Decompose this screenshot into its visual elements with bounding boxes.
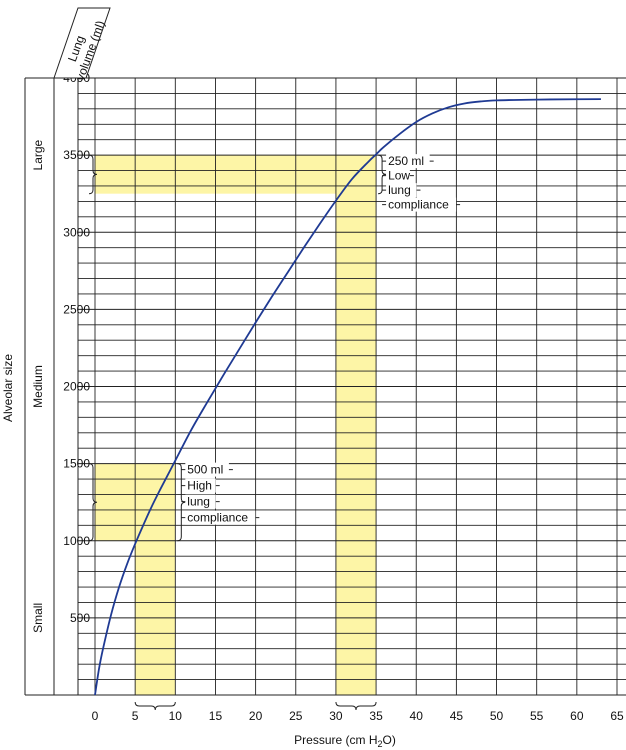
x-tick-label: 10 xyxy=(169,709,183,723)
annotation-bg xyxy=(386,183,417,198)
size-band-label-1: Medium xyxy=(31,365,45,408)
x-tick-label: 0 xyxy=(92,709,99,723)
annotation-text-1-1: Low xyxy=(388,169,410,183)
x-tick-label: 55 xyxy=(530,709,544,723)
y-tick-label: 2500 xyxy=(63,302,90,316)
y-tick-label: 1000 xyxy=(63,534,90,548)
y-bracket-left-0 xyxy=(88,463,98,542)
y-bracket-left-1 xyxy=(88,154,98,195)
x-tick-label: 25 xyxy=(289,709,303,723)
highlight-horizontal-1 xyxy=(95,155,377,194)
annotation-bg xyxy=(386,168,410,183)
x-axis-title-sub: 2 xyxy=(377,739,382,749)
x-tick-label: 15 xyxy=(209,709,223,723)
alveolar-size-label: Alveolar size xyxy=(1,354,15,422)
annotation-bg xyxy=(185,478,216,493)
x-axis-title: Pressure (cm H2O) xyxy=(294,733,396,749)
y-tick-label: 3500 xyxy=(63,148,90,162)
size-band-label-2: Large xyxy=(31,139,45,170)
x-tick-label: 65 xyxy=(610,709,624,723)
annotation-text-0-3: compliance xyxy=(187,511,248,525)
annotation-bg xyxy=(185,462,229,477)
annotation-text-1-2: lung xyxy=(388,183,411,197)
annotation-text-0-1: High xyxy=(187,479,212,493)
x-bracket-0 xyxy=(134,701,176,711)
highlight-vertical-1 xyxy=(335,155,377,695)
x-tick-label: 35 xyxy=(369,709,383,723)
pressure-volume-curve-0 xyxy=(94,98,601,696)
x-tick-label: 45 xyxy=(450,709,464,723)
y-tick-label: 1500 xyxy=(63,457,90,471)
annotation-text-0-2: lung xyxy=(187,495,210,509)
annotation-bg xyxy=(386,197,457,212)
annotation-text-0-0: 500 ml xyxy=(187,463,223,477)
x-tick-label: 40 xyxy=(410,709,424,723)
annotation-bg xyxy=(185,494,216,509)
y-tick-label: 2000 xyxy=(63,380,90,394)
x-axis-title-main: Pressure (cm H xyxy=(294,733,377,747)
x-tick-label: 30 xyxy=(329,709,343,723)
x-tick-label: 60 xyxy=(570,709,584,723)
size-band-label-0: Small xyxy=(31,603,45,633)
annotation-bg xyxy=(386,154,430,169)
x-axis-title-end: O) xyxy=(383,733,396,747)
x-tick-label: 50 xyxy=(490,709,504,723)
annotation-text-1-0: 250 ml xyxy=(388,154,424,168)
annotation-text-1-3: compliance xyxy=(388,198,449,212)
x-tick-label: 20 xyxy=(249,709,263,723)
y-tick-label: 3000 xyxy=(63,225,90,239)
x-tick-label: 5 xyxy=(132,709,139,723)
x-bracket-1 xyxy=(335,701,377,711)
y-tick-label: 500 xyxy=(70,611,90,625)
annotation-bg xyxy=(185,510,256,525)
